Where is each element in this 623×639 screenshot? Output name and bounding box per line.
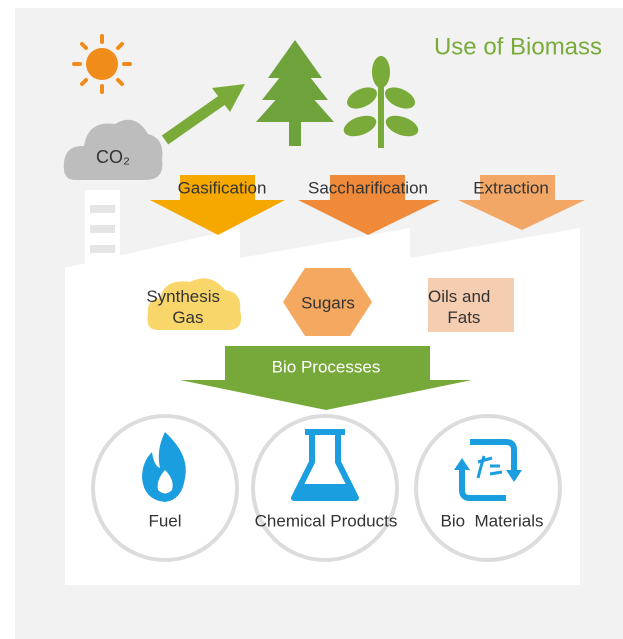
co2-label: CO₂ <box>96 147 130 167</box>
flask-icon <box>291 429 359 501</box>
process-label: Bio Processes <box>272 357 381 376</box>
process-arrow <box>180 346 472 410</box>
growth-arrow <box>161 84 245 145</box>
plant <box>343 56 419 148</box>
intermediate-label: Sugars <box>301 293 355 312</box>
product-label: Chemical Products <box>255 511 398 530</box>
fuel-icon <box>142 432 186 502</box>
intermediate-label: Oils and Fats <box>0 0 514 327</box>
product-label: Fuel <box>148 511 181 530</box>
intermediate-label: Synthesis Gas <box>0 0 244 327</box>
step-label: Extraction <box>473 178 549 197</box>
chimney <box>85 190 120 270</box>
step-arrow <box>458 175 585 230</box>
sun <box>72 34 132 94</box>
sugars-shape <box>283 268 372 336</box>
step-label: Saccharification <box>308 178 428 197</box>
synthesis-gas-shape <box>147 278 242 330</box>
co2-cloud <box>63 119 163 180</box>
oils-shape <box>428 278 514 332</box>
step-arrow <box>150 175 285 235</box>
materials-icon <box>454 439 522 501</box>
product-label: Bio Materials <box>441 511 544 530</box>
tree <box>256 40 334 146</box>
step-label: Gasification <box>178 178 267 197</box>
title: Use of Biomass <box>434 33 602 60</box>
step-arrow <box>298 175 440 235</box>
